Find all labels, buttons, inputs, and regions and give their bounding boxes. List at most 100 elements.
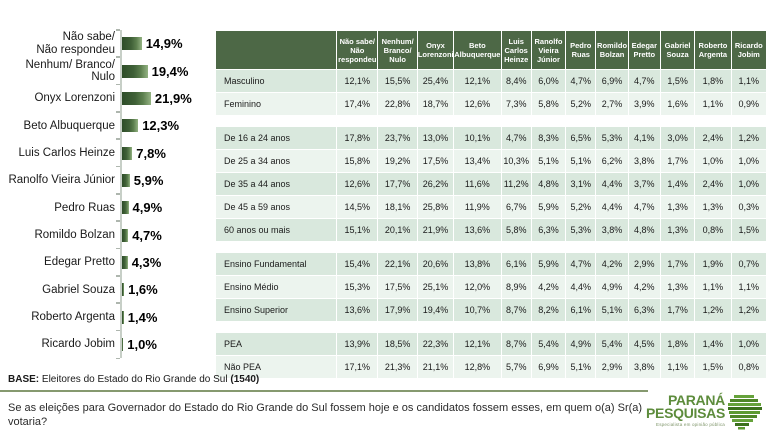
table-cell: 3,8% (595, 218, 629, 242)
logo-wordmark-line1: PARANÁ (667, 392, 725, 408)
chart-bar-cell: 1,0% (116, 329, 215, 360)
table-cell: 5,4% (530, 332, 567, 356)
table-cell: 22,1% (377, 252, 418, 276)
table-row: 60 anos ou mais 15,1% 20,1% 21,9% 13,6% 5,8% 6… (214, 218, 768, 242)
table-column-header: Edegar Pretto (627, 30, 661, 70)
table-cell: 5,2% (565, 92, 597, 116)
table-cell: 5,1% (565, 355, 597, 379)
table-cell: 4,4% (595, 195, 629, 219)
table-cell: 1,0% (730, 332, 768, 356)
chart-value-label: 4,3% (131, 254, 162, 270)
table-cell: 6,5% (565, 126, 597, 150)
table-cell: 18,1% (377, 195, 418, 219)
chart-bar-cell: 4,7% (116, 220, 215, 249)
table-cell: 2,7% (595, 92, 629, 116)
table-cell: 1,1% (730, 275, 768, 299)
table-cell: 1,3% (659, 218, 696, 242)
chart-category-label: Romildo Bolzan (34, 228, 115, 241)
chart-bar-row: Gabriel Souza 1,6% (0, 275, 215, 304)
table-cell: 0,9% (730, 92, 768, 116)
table-cell: 10,1% (453, 126, 502, 150)
table-cell: 12,8% (453, 355, 502, 379)
table-cell: 8,7% (500, 298, 532, 322)
table-cell: 6,1% (500, 252, 532, 276)
table-cell: 17,5% (416, 149, 455, 173)
table-row-label: Ensino Fundamental (214, 252, 338, 276)
table-cell: 12,6% (336, 172, 379, 196)
base-text: Eleitores do Estado do Rio Grande do Sul (39, 374, 231, 385)
table-cell: 0,3% (730, 195, 768, 219)
chart-bar-row: Ranolfo Vieira Júnior 5,9% (0, 165, 215, 195)
chart-value-label: 5,9% (133, 172, 164, 188)
table-cell: 2,4% (694, 126, 732, 150)
table-cell: 4,2% (530, 275, 567, 299)
chart-bar-cell: 1,6% (116, 275, 215, 304)
chart-bar-cell: 7,8% (116, 138, 215, 167)
table-cell: 4,8% (530, 172, 567, 196)
table-cell: 1,3% (694, 195, 732, 219)
chart-bar (122, 283, 125, 297)
table-row-label: PEA (214, 332, 338, 356)
table-cell: 2,9% (595, 355, 629, 379)
table-cell: 5,1% (565, 149, 597, 173)
table-cell: 4,5% (627, 332, 661, 356)
table-cell: 17,7% (377, 172, 418, 196)
table-gap-cell (215, 115, 767, 127)
table-cell: 1,5% (730, 218, 768, 242)
chart-bar-row: Onyx Lorenzoni 21,9% (0, 83, 215, 113)
chart-bar (122, 173, 130, 187)
table-cell: 17,8% (336, 126, 379, 150)
table-corner-cell (214, 30, 338, 70)
table-cell: 20,1% (377, 218, 418, 242)
base-label: BASE: (8, 374, 40, 385)
table-cell: 21,9% (416, 218, 455, 242)
table-cell: 1,2% (730, 126, 768, 150)
table-row: Feminino 17,4% 22,8% 18,7% 12,6% 7,3% 5,8% 5,2%… (214, 92, 768, 116)
table-column-header: Não sabe/ Não respondeu (336, 30, 379, 70)
table-cell: 6,3% (530, 218, 567, 242)
table-cell: 3,7% (627, 172, 661, 196)
chart-bar-row: Pedro Ruas 4,9% (0, 193, 215, 222)
table-cell: 13,9% (336, 332, 379, 356)
table-cell: 15,8% (336, 149, 379, 173)
table-cell: 1,1% (659, 355, 696, 379)
table-cell: 1,5% (659, 69, 696, 93)
table-group-gap (215, 241, 767, 253)
table-cell: 1,0% (694, 149, 732, 173)
chart-bar-cell: 19,4% (116, 56, 215, 85)
chart-bar-cell: 4,9% (116, 193, 215, 222)
table-cell: 25,1% (416, 275, 455, 299)
table-column-header: Ricardo Jobim (730, 30, 768, 70)
chart-bar-row: Luis Carlos Heinze 7,8% (0, 138, 215, 167)
table-cell: 1,3% (659, 195, 696, 219)
chart-bar-row: Roberto Argenta 1,4% (0, 302, 215, 331)
table-cell: 1,5% (694, 355, 732, 379)
table-row: Masculino 12,1% 15,5% 25,4% 12,1% 8,4% 6,0% 4,7… (214, 69, 768, 93)
table-row-label: De 16 a 24 anos (214, 126, 338, 150)
chart-category-label: Nenhum/ Branco/ Nulo (25, 58, 116, 84)
table-cell: 17,4% (336, 92, 379, 116)
table-cell: 6,9% (530, 355, 567, 379)
separator-line (0, 390, 648, 392)
table-cell: 23,7% (377, 126, 418, 150)
table-cell: 17,1% (336, 355, 379, 379)
table-cell: 4,8% (627, 218, 661, 242)
chart-bar (122, 37, 142, 51)
table-cell: 12,1% (453, 69, 502, 93)
table-row-label: 60 anos ou mais (214, 218, 338, 242)
table-header-row: Não sabe/ Não respondeu Nenhum/ Branco/ N… (214, 30, 768, 70)
table-cell: 13,8% (453, 252, 502, 276)
table-cell: 3,8% (627, 355, 661, 379)
table-cell: 0,7% (730, 252, 768, 276)
table-cell: 3,0% (659, 126, 696, 150)
chart-bar-row: Ricardo Jobim 1,0% (0, 329, 215, 360)
table-cell: 4,4% (565, 275, 597, 299)
chart-bar (122, 255, 128, 269)
table-gap-cell (215, 241, 767, 253)
table-row: De 45 a 59 anos 14,5% 18,1% 25,8% 11,9% 6,7% 5… (214, 195, 768, 219)
table-cell: 13,0% (416, 126, 455, 150)
table-cell: 1,0% (730, 149, 768, 173)
table-column-header: Beto Albuquerque (453, 30, 502, 70)
chart-bar (122, 310, 124, 324)
table-cell: 4,9% (565, 332, 597, 356)
